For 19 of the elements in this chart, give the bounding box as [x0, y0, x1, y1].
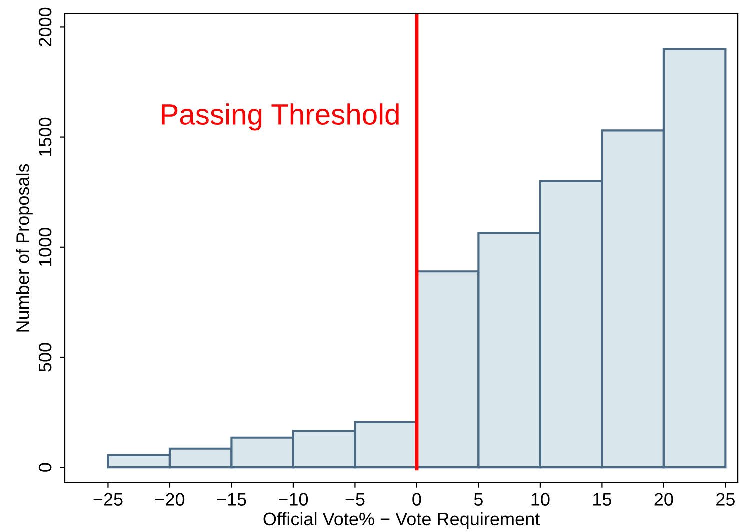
x-tick-label: −10	[279, 493, 308, 506]
x-tick-label: 0	[412, 493, 422, 506]
x-axis-title: Official Vote% − Vote Requirement	[264, 512, 540, 530]
y-tick-label: 0	[38, 463, 52, 472]
x-tick-label: −20	[156, 493, 185, 506]
x-tick-label: 5	[474, 493, 483, 506]
x-tick-label: −5	[346, 493, 365, 506]
y-tick-label: 500	[38, 343, 52, 372]
x-tick-label: 25	[716, 493, 735, 506]
y-axis-title: Number of Proposals	[16, 164, 33, 332]
x-tick-label: −15	[217, 493, 246, 506]
x-tick-label: 15	[594, 493, 612, 506]
y-tick-label: 2000	[38, 8, 52, 46]
x-tick-label: 10	[532, 493, 550, 506]
x-tick-label: 20	[654, 493, 674, 506]
ref-line-label: Passing Threshold	[162, 104, 399, 131]
x-tick-label: −25	[94, 493, 123, 506]
y-tick-label: 1500	[38, 118, 52, 156]
y-tick-label: 1000	[38, 228, 52, 266]
